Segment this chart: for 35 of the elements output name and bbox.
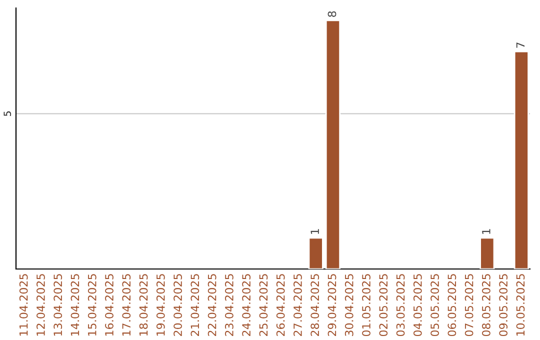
x-tick-label: 10.05.2025 xyxy=(516,274,525,336)
x-tick-label: 19.04.2025 xyxy=(156,274,165,336)
x-tick-label: 25.04.2025 xyxy=(259,274,268,336)
x-tick-label: 04.05.2025 xyxy=(413,274,422,336)
x-tick-label: 02.05.2025 xyxy=(379,274,388,336)
x-tick-label: 26.04.2025 xyxy=(276,274,285,336)
x-tick-label: 11.04.2025 xyxy=(19,274,28,336)
x-tick-label: 07.05.2025 xyxy=(464,274,474,336)
data-label: 7 xyxy=(516,42,524,48)
x-tick-label: 12.04.2025 xyxy=(36,274,45,336)
x-tick-label: 06.05.2025 xyxy=(448,274,456,336)
data-label: 8 xyxy=(328,11,336,17)
x-tick-label: 27.04.2025 xyxy=(294,274,302,336)
x-tick-label: 14.04.2025 xyxy=(70,274,80,336)
x-tick-label: 24.04.2025 xyxy=(242,274,251,336)
x-tick-label: 21.04.2025 xyxy=(190,274,200,336)
x-tick-label: 23.04.2025 xyxy=(224,274,234,336)
x-tick-label: 28.04.2025 xyxy=(310,274,320,336)
x-tick-label: 08.05.2025 xyxy=(482,274,490,336)
x-tick-label: 05.05.2025 xyxy=(430,274,439,336)
data-label: 1 xyxy=(310,229,319,234)
x-tick-label: 29.04.2025 xyxy=(328,274,336,336)
x-tick-label: 22.04.2025 xyxy=(208,274,216,336)
data-label: 1 xyxy=(482,229,490,234)
ref-line-label: 5 xyxy=(4,111,12,116)
x-tick-label: 15.04.2025 xyxy=(88,274,96,336)
x-tick-label: 20.04.2025 xyxy=(174,274,182,336)
x-tick-label: 09.05.2025 xyxy=(499,274,508,336)
x-tick-label: 17.04.2025 xyxy=(122,274,131,336)
x-tick-label: 01.05.2025 xyxy=(362,274,370,336)
x-tick-label: 16.04.2025 xyxy=(105,274,114,336)
x-tick-label: 18.04.2025 xyxy=(139,274,148,336)
x-tick-label: 03.05.2025 xyxy=(396,274,405,336)
x-tick-label: 13.04.2025 xyxy=(54,274,62,336)
x-tick-label: 30.04.2025 xyxy=(344,274,354,336)
